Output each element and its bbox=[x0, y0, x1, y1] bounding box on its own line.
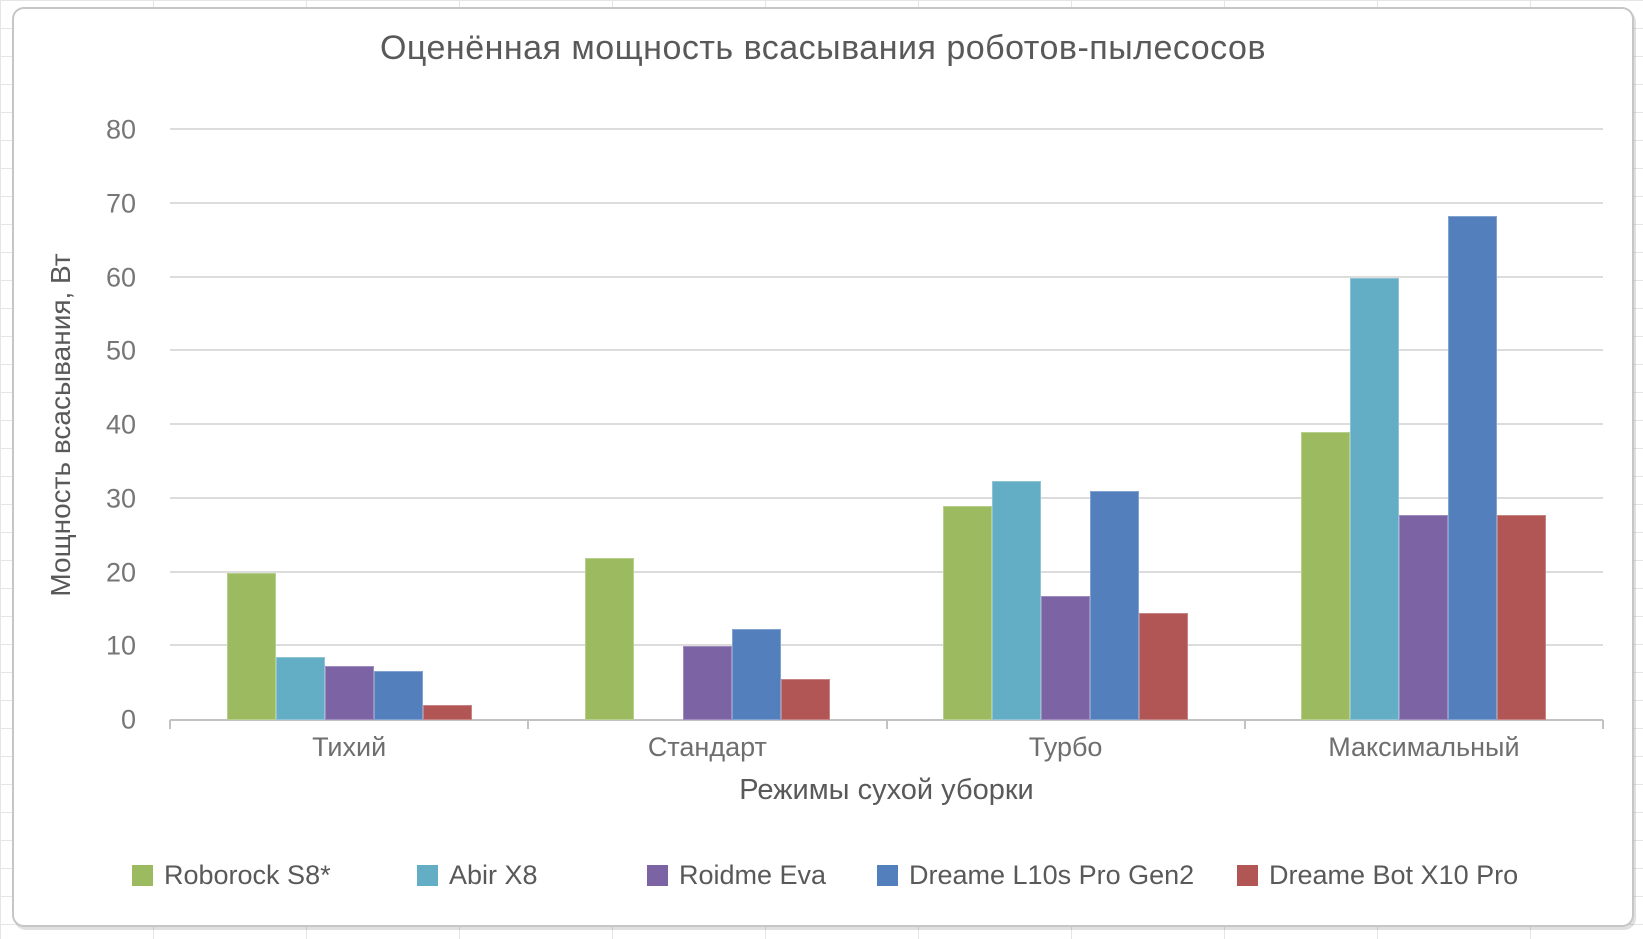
legend-label: Dreame Bot X10 Pro bbox=[1269, 859, 1519, 890]
x-axis-category-labels: Тихий Стандарт Турбо Максимальный bbox=[170, 732, 1603, 763]
gridline bbox=[170, 349, 1603, 352]
gridline bbox=[170, 496, 1603, 499]
bar[interactable] bbox=[1090, 491, 1140, 720]
y-tick-label: 70 bbox=[105, 188, 136, 219]
bar[interactable] bbox=[1350, 277, 1400, 720]
bar[interactable] bbox=[1041, 596, 1091, 720]
bar[interactable] bbox=[1448, 216, 1498, 720]
y-tick-label: 50 bbox=[105, 335, 136, 366]
y-tick-label: 40 bbox=[105, 409, 136, 440]
bar[interactable] bbox=[422, 704, 472, 720]
x-axis-tick bbox=[169, 720, 171, 729]
bar[interactable] bbox=[373, 671, 423, 720]
bar[interactable] bbox=[943, 506, 993, 720]
category-label: Стандарт bbox=[647, 732, 767, 762]
y-tick-label: 20 bbox=[105, 557, 136, 587]
bar[interactable] bbox=[1399, 514, 1449, 720]
bar[interactable] bbox=[731, 628, 781, 720]
x-axis-title[interactable]: Режимы сухой уборки bbox=[739, 774, 1034, 806]
legend-swatch bbox=[877, 864, 898, 886]
y-tick-label: 80 bbox=[105, 114, 136, 145]
x-axis-tick bbox=[885, 720, 888, 729]
bar[interactable] bbox=[780, 678, 830, 720]
bar[interactable] bbox=[226, 572, 276, 720]
legend-label: Abir X8 bbox=[449, 859, 538, 890]
legend-label: Dreame L10s Pro Gen2 bbox=[909, 859, 1195, 890]
legend-swatch bbox=[647, 864, 668, 886]
bar[interactable] bbox=[584, 557, 634, 720]
legend-item[interactable]: Abir X8 bbox=[417, 857, 538, 893]
gridline bbox=[170, 201, 1603, 204]
legend-swatch bbox=[1237, 864, 1258, 886]
y-tick-label: 30 bbox=[105, 483, 136, 514]
x-axis-tick bbox=[1602, 720, 1604, 729]
gridline bbox=[170, 570, 1603, 573]
category-label: Тихий bbox=[312, 732, 387, 762]
y-tick-label: 60 bbox=[105, 262, 136, 292]
y-axis: 0 10 20 30 40 50 60 70 80 bbox=[14, 116, 160, 733]
gridline bbox=[170, 423, 1603, 425]
chart-frame[interactable]: Оценённая мощность всасывания роботов-пы… bbox=[12, 7, 1634, 927]
legend-item[interactable]: Dreame Bot X10 Pro bbox=[1237, 857, 1518, 893]
legend-swatch bbox=[417, 864, 438, 886]
bar[interactable] bbox=[324, 666, 374, 720]
bar[interactable] bbox=[1497, 514, 1547, 720]
bar[interactable] bbox=[682, 645, 732, 720]
legend: Roborock S8* Abir X8 Roidme Eva Dreame L10s… bbox=[14, 857, 1632, 893]
bar-group-3 bbox=[887, 130, 1245, 720]
legend-item[interactable]: Roidme Eva bbox=[647, 857, 826, 893]
y-tick-label: 0 bbox=[120, 704, 136, 735]
bar[interactable] bbox=[1301, 432, 1351, 720]
gridline bbox=[170, 128, 1603, 130]
bar-groups bbox=[170, 130, 1603, 720]
legend-swatch bbox=[132, 864, 153, 886]
legend-item[interactable]: Roborock S8* bbox=[132, 857, 331, 893]
y-tick-label: 10 bbox=[105, 630, 136, 661]
bar-group-2 bbox=[528, 130, 886, 720]
bar[interactable] bbox=[992, 481, 1042, 720]
bar-group-4 bbox=[1245, 130, 1603, 720]
legend-label: Roidme Eva bbox=[679, 859, 827, 890]
x-axis-tick bbox=[527, 720, 530, 729]
category-label: Максимальный bbox=[1328, 732, 1520, 762]
bar-group-1 bbox=[170, 130, 528, 720]
bar[interactable] bbox=[275, 656, 325, 720]
chart-title[interactable]: Оценённая мощность всасывания роботов-пы… bbox=[379, 29, 1267, 67]
plot-area[interactable] bbox=[169, 128, 1604, 729]
x-axis-tick bbox=[1243, 720, 1246, 729]
category-label: Турбо bbox=[1028, 732, 1103, 762]
gridline bbox=[170, 644, 1603, 647]
bar[interactable] bbox=[1139, 613, 1189, 720]
gridline bbox=[170, 275, 1603, 278]
legend-label: Roborock S8* bbox=[164, 859, 331, 890]
legend-item[interactable]: Dreame L10s Pro Gen2 bbox=[877, 857, 1194, 893]
